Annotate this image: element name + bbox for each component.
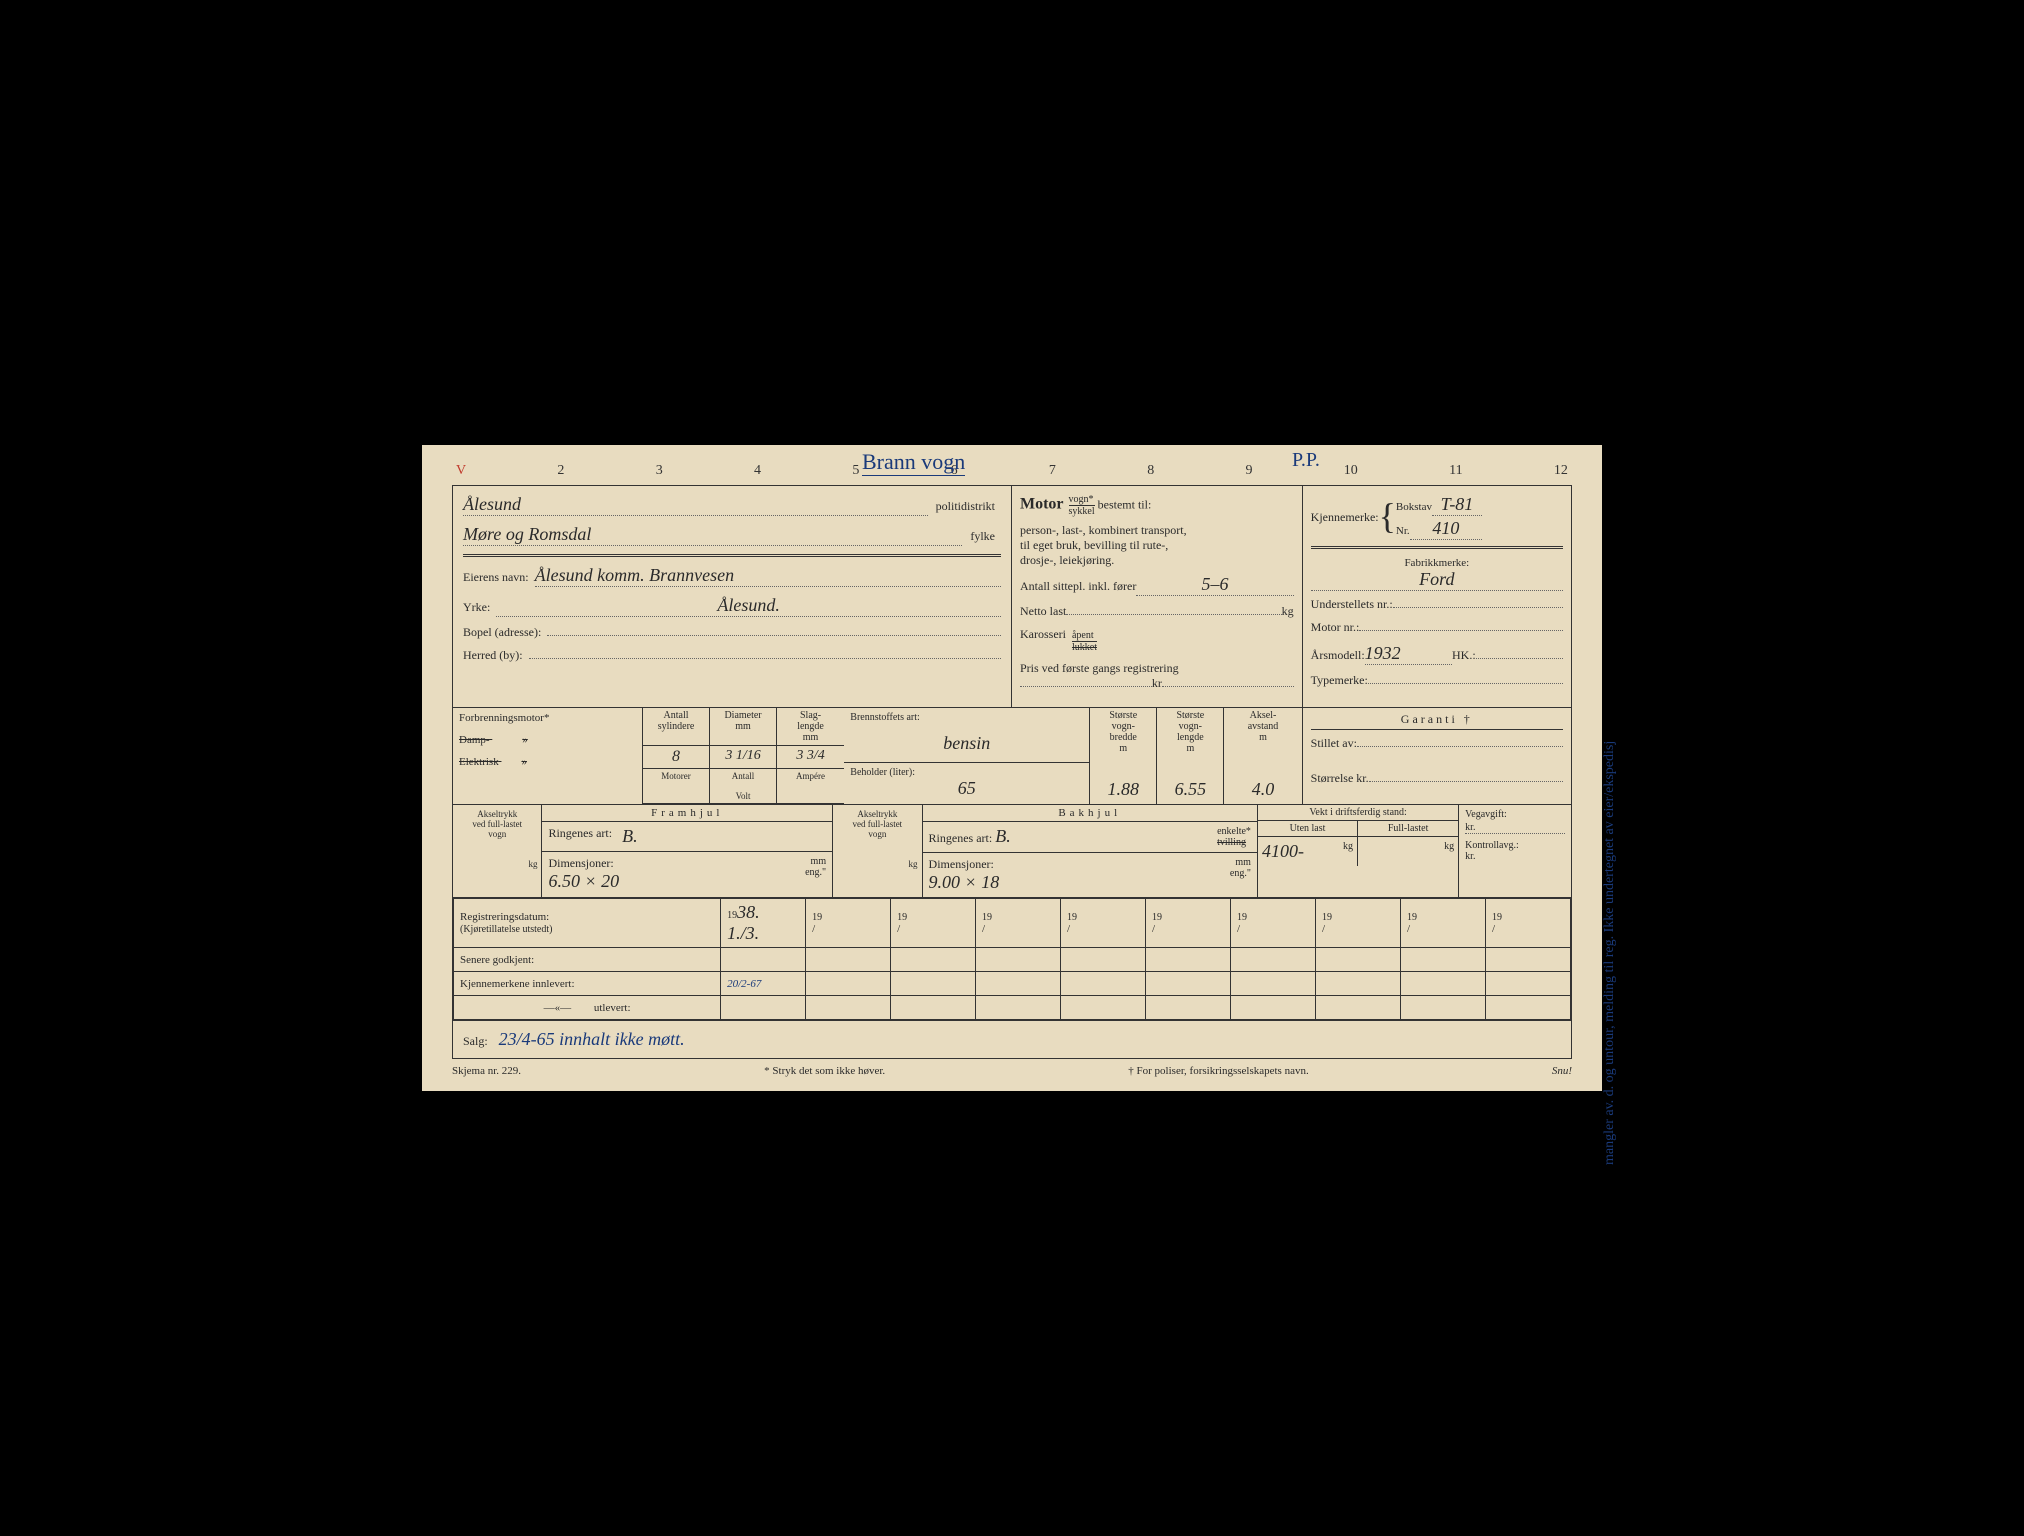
footer: Skjema nr. 229. * Stryk det som ikke høv… — [452, 1059, 1572, 1077]
width: 1.88 — [1090, 775, 1156, 804]
main-form: Ålesund politidistrikt Møre og Romsdal f… — [452, 485, 1572, 1059]
engine-section: Forbrenningsmotor* Damp- » Elektrisk » A… — [453, 708, 1571, 805]
yrke-value: Ålesund. — [496, 595, 1001, 617]
vehicle-id-section: Kjennemerke: { Bokstav T-81 Nr. 410 — [1303, 486, 1571, 707]
fylke-value: Møre og Romsdal — [463, 524, 962, 546]
top-section: Ålesund politidistrikt Møre og Romsdal f… — [453, 486, 1571, 708]
diameter: 3 1/16 — [710, 746, 777, 768]
bopel-value — [547, 635, 1001, 636]
owner-section: Ålesund politidistrikt Møre og Romsdal f… — [453, 486, 1012, 707]
margin-handwriting: mangler av. d. og untour, melding til re… — [1602, 565, 1618, 1165]
weight-empty: 4100- — [1262, 841, 1304, 861]
politidistrikt-label: politidistrikt — [936, 499, 995, 514]
fuel-type: bensin — [850, 733, 1083, 754]
herred-value — [529, 658, 1001, 659]
tank-liters: 65 — [850, 778, 1083, 799]
arsmodell-value: 1932 — [1365, 643, 1452, 665]
wheelbase: 4.0 — [1224, 775, 1301, 804]
handwritten-title: Brann vogn — [862, 449, 965, 476]
motor-section: Motor vogn* sykkel bestemt til: person-,… — [1012, 486, 1303, 707]
herred-label: Herred (by): — [463, 648, 523, 663]
motor-label: Motor — [1020, 495, 1064, 512]
rear-dim: 9.00 × 18 — [929, 872, 1000, 892]
bopel-label: Bopel (adresse): — [463, 625, 541, 640]
cylinders: 8 — [643, 746, 710, 768]
footnote-stryk: * Stryk det som ikke høver. — [764, 1065, 885, 1077]
front-dim: 6.50 × 20 — [548, 871, 619, 891]
salg-section: Salg: 23/4-65 innhalt ikke møtt. — [453, 1021, 1571, 1058]
bokstav-value: T-81 — [1432, 494, 1482, 516]
ruler: V 2 3 4 5 6 7 8 9 10 11 12 — [452, 463, 1572, 485]
yrke-label: Yrke: — [463, 600, 490, 615]
reg-date: 1./3. — [727, 923, 759, 943]
stroke: 3 3/4 — [777, 746, 844, 768]
registration-section: Registreringsdatum:(Kjøretillatelse utst… — [453, 898, 1571, 1021]
snu: Snu! — [1552, 1065, 1572, 1077]
length: 6.55 — [1157, 775, 1223, 804]
ruler-v: V — [456, 463, 466, 479]
eier-value: Ålesund komm. Brannvesen — [535, 565, 1001, 587]
seats-value: 5–6 — [1136, 574, 1293, 596]
nr-value: 410 — [1410, 518, 1482, 540]
salg-text: 23/4-65 innhalt ikke møtt. — [499, 1029, 685, 1049]
fabrikk-value: Ford — [1311, 569, 1563, 591]
fylke-label: fylke — [970, 529, 995, 544]
skjema-nr: Skjema nr. 229. — [452, 1065, 521, 1077]
registration-card: Brann vogn P.P. V 2 3 4 5 6 7 8 9 10 11 … — [422, 445, 1602, 1091]
innlevert-date: 20/2-67 — [721, 972, 806, 996]
rear-ring: B. — [995, 826, 1011, 846]
wheels-section: Akseltrykk ved full-lastet vogn kg Framh… — [453, 805, 1571, 898]
eier-label: Eierens navn: — [463, 570, 529, 585]
reg-year: 38. — [737, 902, 760, 922]
footnote-poliser: † For poliser, forsikringsselskapets nav… — [1128, 1065, 1308, 1077]
front-ring: B. — [622, 826, 638, 847]
politidistrikt-value: Ålesund — [463, 494, 928, 516]
pp-mark: P.P. — [1292, 449, 1320, 472]
